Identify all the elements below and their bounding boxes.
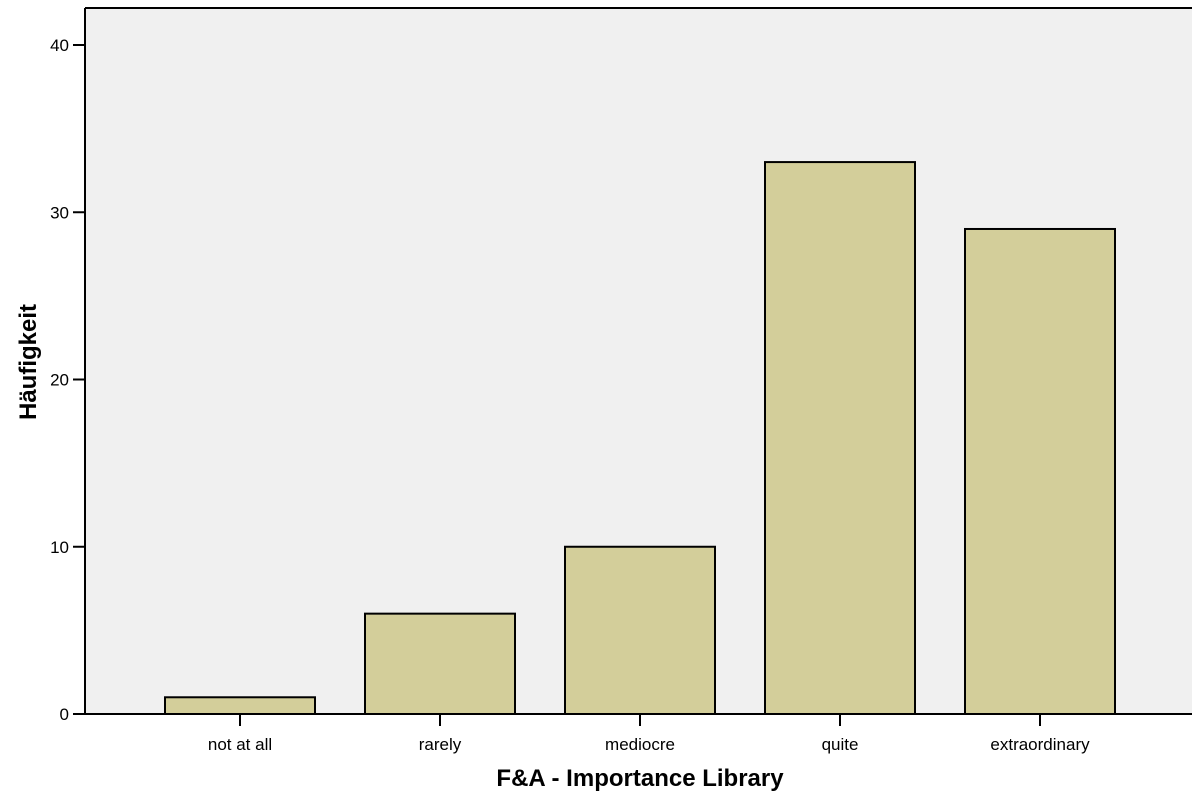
bar-not-at-all [164, 696, 316, 716]
bar-group [164, 161, 1116, 716]
x-tick-label: extraordinary [990, 735, 1090, 754]
y-tick-label: 0 [60, 705, 69, 724]
bar-rarely [364, 612, 516, 716]
x-axis: not at all rarely mediocre quite extraordina… [85, 713, 1192, 754]
y-tick-label: 20 [50, 371, 69, 390]
x-tick-label: quite [822, 735, 859, 754]
y-tick-label: 40 [50, 36, 69, 55]
x-axis-title: F&A - Importance Library [496, 765, 784, 792]
bar-extraordinary [964, 227, 1116, 715]
y-tick-label: 30 [50, 203, 69, 222]
bar-mediocre [564, 545, 716, 715]
y-axis: 0 10 20 30 40 [50, 7, 1192, 724]
x-tick-label: mediocre [605, 735, 675, 754]
bar-quite [764, 161, 916, 715]
x-tick-label: not at all [208, 735, 272, 754]
y-tick-label: 10 [50, 538, 69, 557]
x-tick-label: rarely [419, 735, 462, 754]
y-axis-title: Häufigkeit [15, 304, 42, 420]
